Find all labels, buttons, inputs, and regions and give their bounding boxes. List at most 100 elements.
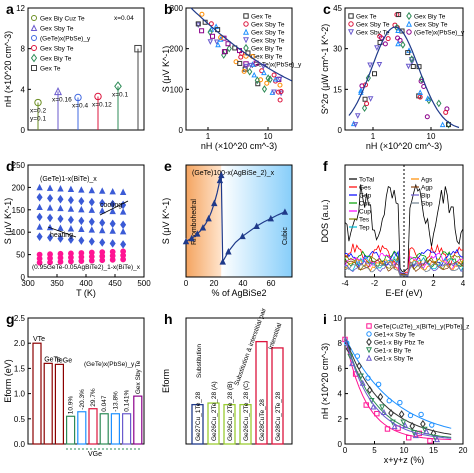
bar-h (255, 340, 268, 445)
data-point-c (443, 109, 449, 115)
data-point-b (272, 75, 279, 82)
data-point-d (78, 186, 85, 193)
x-tick-label-b: 1 (206, 132, 211, 141)
data-point-i (398, 410, 405, 419)
y-tick-label-d: 100 (12, 228, 26, 237)
data-point-i (420, 419, 426, 429)
legend-note-a: x=0.04 (114, 15, 134, 22)
panel-label-c: c (323, 1, 331, 17)
data-point-c (439, 121, 446, 128)
y-tick-label-i: 4 (338, 390, 343, 399)
y-axis-label-f: DOS (a.u.) (320, 199, 330, 242)
data-point-d (67, 225, 75, 232)
fit-curve-i (344, 336, 452, 439)
data-point-b (208, 21, 214, 27)
fit-curve-i (344, 336, 452, 438)
x-axis-label-e: % of AgBiSe2 (211, 288, 266, 298)
data-point-c (410, 64, 416, 70)
data-point-c (426, 96, 432, 105)
data-point-b (195, 21, 201, 27)
y-tick-label-i: 0 (338, 440, 343, 449)
legend-marker-a (30, 53, 38, 63)
legend-entry-f: Ges (359, 185, 372, 192)
data-point-d (109, 187, 116, 195)
legend-entry-f: Cus (359, 201, 371, 208)
y-tick-label-a: 8 (21, 45, 26, 54)
x-tick-label-d: 350 (50, 279, 64, 288)
legend-marker-b (242, 28, 250, 35)
data-point-d (119, 188, 127, 195)
y-tick-label-d: 150 (12, 206, 26, 215)
legend-marker-a (31, 65, 37, 71)
point-label-a: x=0.16 (52, 96, 72, 103)
y-tick-label-c: 30 (333, 45, 342, 54)
bar-label-g: -20.3% (79, 389, 86, 410)
data-point-e (205, 214, 212, 222)
legend-entry-i: Ge1-x Sby Te (374, 356, 414, 363)
data-point-b (207, 39, 214, 45)
legend-marker-b (243, 43, 249, 53)
data-point-c (364, 101, 370, 107)
data-point-c (365, 74, 371, 82)
data-point-d (78, 216, 85, 226)
y-tick-label-g: 1.5 (14, 364, 26, 373)
data-point-d (99, 207, 106, 214)
point-label-a: y=0.1 (30, 116, 46, 123)
panel-d: d 0 50 100 150 200 250 S (μV K^-1) T (K) 300 350 40… (3, 158, 151, 298)
data-point-b (226, 44, 232, 53)
panel-e: e S (μV K^-1) % of AgBiSe2 0 20 40 60 Rhombohed… (161, 158, 293, 298)
data-point-c (417, 94, 423, 100)
axes-frame-e2 (185, 164, 293, 278)
data-point-b (267, 75, 273, 84)
bar-g (32, 342, 42, 445)
legend-entry-b: Gex Biy Te (251, 46, 283, 53)
bar-g (43, 362, 53, 445)
data-point-d (46, 184, 54, 191)
dos-curve-f (344, 258, 464, 276)
panel-label-b: b (164, 1, 173, 17)
bar-label-g: -13.8% (112, 391, 119, 412)
data-point-a (114, 81, 122, 92)
data-point-c (362, 96, 368, 102)
legend-entry-c: Gex Sby Te (356, 22, 390, 29)
legend-marker-b (243, 13, 249, 19)
data-point-i (377, 392, 384, 401)
data-point-d (99, 198, 106, 208)
legend-marker-a (31, 35, 37, 41)
data-point-b (243, 63, 249, 70)
bar-category-h: Ge26Cu_2Te_28 (B) (227, 381, 234, 441)
fit-curve-i (344, 336, 452, 441)
x-tick-label-f: 4 (461, 279, 466, 288)
bar-h (207, 402, 220, 445)
x-tick-label-d: 500 (137, 279, 151, 288)
y-tick-label-c: 0 (338, 126, 343, 135)
legend-marker-a (31, 45, 37, 51)
data-point-e (219, 258, 226, 265)
y-tick-label-i: 6 (338, 364, 343, 373)
x-axis-label-d: T (K) (76, 288, 96, 298)
legend-entry-i: Ge1+x Sby Te (374, 332, 415, 339)
y-tick-label-g: 0.0 (14, 440, 26, 449)
data-point-d (99, 226, 106, 234)
data-point-d (36, 232, 43, 241)
legend-marker-a (30, 24, 38, 31)
x-axis-label-b: nH (×10^20 cm^-3) (201, 141, 277, 151)
legend-entry-a: (GeTe)x(PbSe)_y (40, 36, 91, 43)
data-point-d (36, 203, 43, 211)
data-point-b (215, 41, 221, 48)
legend-marker-i (365, 347, 373, 354)
bar-category-h: Ge26Cu_2Te_28 (C) (243, 381, 250, 441)
bar-label-g: 0.047 (101, 395, 108, 412)
data-point-b (278, 89, 284, 95)
legend-entry-i: Ge1-x Biy Te (374, 348, 411, 355)
legend-entry-b: Gex Sby Te (251, 38, 285, 45)
data-point-d (88, 217, 95, 227)
chart-title-e: (GeTe)100-x(AgBiSe_2)_x (192, 170, 275, 177)
data-point-i (400, 419, 407, 426)
data-point-d (78, 225, 85, 233)
legend-marker-i (365, 354, 373, 361)
data-point-d (109, 219, 116, 229)
data-point-b (221, 49, 227, 55)
axes-frame-b (185, 7, 293, 131)
